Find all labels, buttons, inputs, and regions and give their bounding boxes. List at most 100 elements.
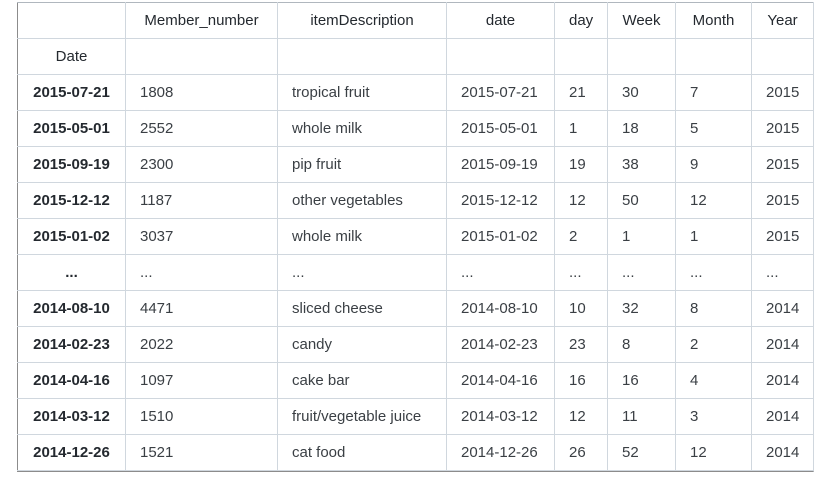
table-cell: 4 [675,362,752,399]
column-header: itemDescription [277,2,447,39]
table-cell: 5 [675,110,752,147]
table-cell: 10 [554,290,608,327]
table-cell: 2014 [751,434,814,471]
column-header: Member_number [125,2,278,39]
table-cell: 2015 [751,110,814,147]
row-index-cell: 2015-12-12 [17,182,126,219]
table-cell: 2015-09-19 [446,146,555,183]
table-cell: ... [446,254,555,291]
index-name-row: Date [17,38,814,75]
dataframe-table: Member_number itemDescription date day W… [17,2,814,471]
table-row: 2014-02-23 2022 candy 2014-02-23 23 8 2 2014 [17,326,814,363]
table-row: 2015-12-12 1187 other vegetables 2015-12-12… [17,182,814,219]
table-cell: 2552 [125,110,278,147]
column-header: Year [751,2,814,39]
table-cell: 50 [607,182,676,219]
table-cell: 2014 [751,362,814,399]
table-cell: 1808 [125,74,278,111]
empty-header-cell [751,38,814,75]
table-cell: 2015 [751,146,814,183]
row-index-cell: 2015-05-01 [17,110,126,147]
table-cell: 12 [554,398,608,435]
table-cell: 2015 [751,218,814,255]
table-cell: 2014-04-16 [446,362,555,399]
table-cell: 18 [607,110,676,147]
table-cell: 12 [554,182,608,219]
table-cell: 12 [675,434,752,471]
table-cell: ... [554,254,608,291]
column-header: date [446,2,555,39]
table-cell: 2014-02-23 [446,326,555,363]
column-header: day [554,2,608,39]
table-cell: 2015-01-02 [446,218,555,255]
table-cell: sliced cheese [277,290,447,327]
table-cell: ... [751,254,814,291]
table-cell: ... [607,254,676,291]
table-cell: 2 [554,218,608,255]
index-corner-cell [17,2,126,39]
table-cell: 38 [607,146,676,183]
table-cell: ... [277,254,447,291]
table-row: 2014-08-10 4471 sliced cheese 2014-08-10 10 3… [17,290,814,327]
table-cell: 1521 [125,434,278,471]
row-index-cell: 2014-08-10 [17,290,126,327]
row-index-cell: 2014-03-12 [17,398,126,435]
table-row: 2014-12-26 1521 cat food 2014-12-26 26 52 12 20… [17,434,814,471]
table-cell: cat food [277,434,447,471]
table-cell: 3 [675,398,752,435]
table-cell: 19 [554,146,608,183]
row-index-cell: 2015-07-21 [17,74,126,111]
table-row: 2015-09-19 2300 pip fruit 2015-09-19 19 38 9 20… [17,146,814,183]
table-cell: 2014-12-26 [446,434,555,471]
empty-header-cell [277,38,447,75]
table-cell: 2 [675,326,752,363]
row-index-cell: 2015-01-02 [17,218,126,255]
table-cell: 52 [607,434,676,471]
table-header: Member_number itemDescription date day W… [17,2,814,75]
table-cell: 8 [675,290,752,327]
table-cell: 1 [675,218,752,255]
table-cell: 1 [554,110,608,147]
table-cell: 2300 [125,146,278,183]
table-body: 2015-07-21 1808 tropical fruit 2015-07-21 21… [17,74,814,471]
table-cell: 9 [675,146,752,183]
table-cell: 21 [554,74,608,111]
empty-header-cell [607,38,676,75]
table-cell: 2015-12-12 [446,182,555,219]
table-cell: 2014-03-12 [446,398,555,435]
index-name-header: Date [17,38,126,75]
table-row: 2014-03-12 1510 fruit/vegetable juice 2014-… [17,398,814,435]
table-cell: 32 [607,290,676,327]
table-cell: candy [277,326,447,363]
table-cell: ... [675,254,752,291]
table-row: 2015-05-01 2552 whole milk 2015-05-01 1 18 5 20… [17,110,814,147]
table-cell: 2014 [751,326,814,363]
table-cell: 2015 [751,74,814,111]
table-cell: 1097 [125,362,278,399]
table-row: 2015-07-21 1808 tropical fruit 2015-07-21 21… [17,74,814,111]
table-cell: tropical fruit [277,74,447,111]
table-cell: 3037 [125,218,278,255]
row-index-cell: 2014-02-23 [17,326,126,363]
table-cell: 1 [607,218,676,255]
column-header-row: Member_number itemDescription date day W… [17,2,814,39]
dataframe-container: Member_number itemDescription date day W… [17,2,814,472]
table-cell: 23 [554,326,608,363]
row-index-cell: 2014-04-16 [17,362,126,399]
row-index-cell: ... [17,254,126,291]
table-cell: 2014 [751,398,814,435]
table-cell: 12 [675,182,752,219]
table-row: 2015-01-02 3037 whole milk 2015-01-02 2 1 1 201… [17,218,814,255]
table-row: 2014-04-16 1097 cake bar 2014-04-16 16 16 4 201… [17,362,814,399]
table-cell: pip fruit [277,146,447,183]
table-cell: 2014-08-10 [446,290,555,327]
table-cell: whole milk [277,110,447,147]
empty-header-cell [446,38,555,75]
table-cell: 8 [607,326,676,363]
column-header: Month [675,2,752,39]
table-cell: 30 [607,74,676,111]
column-header: Week [607,2,676,39]
table-cell: ... [125,254,278,291]
table-cell: 2015-05-01 [446,110,555,147]
table-cell: 2015 [751,182,814,219]
